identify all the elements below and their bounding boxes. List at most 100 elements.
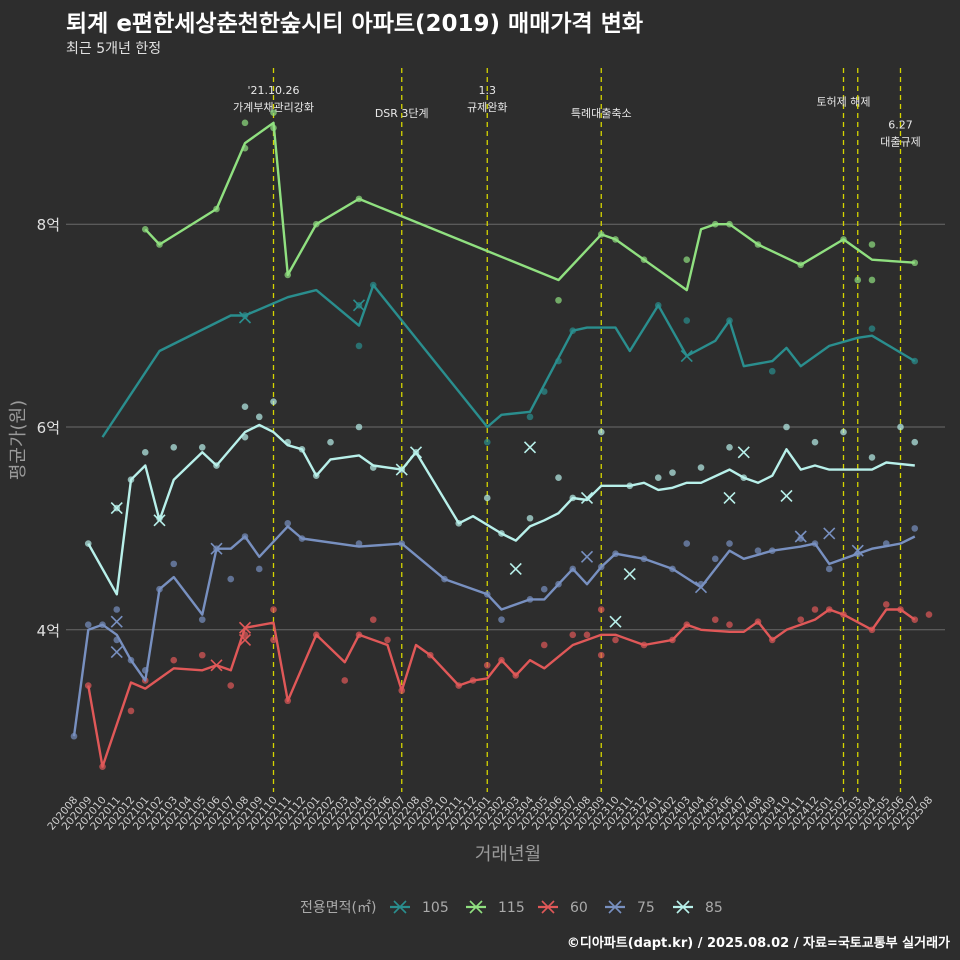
data-point: [726, 621, 733, 629]
cancelled-deal-marker: [737, 446, 750, 459]
cancelled-deal-marker: [794, 530, 807, 543]
data-point: [284, 520, 292, 527]
data-point: [569, 631, 577, 639]
data-point: [327, 438, 334, 446]
event-label: 대출규제: [880, 136, 920, 149]
cancelled-deal-marker: [409, 446, 423, 459]
data-point: [498, 616, 505, 623]
source-caption: ©디아파트(dapt.kr) / 2025.08.02 / 자료=국토교통부 실…: [566, 936, 950, 951]
data-point: [683, 256, 691, 264]
event-label: 토허제 해제: [816, 95, 870, 109]
data-point: [868, 276, 876, 284]
data-point: [540, 585, 548, 593]
data-point: [683, 317, 691, 324]
series-85: [84, 398, 919, 628]
data-point: [683, 540, 691, 547]
data-point: [868, 241, 876, 248]
data-point: [270, 606, 277, 613]
data-point: [526, 514, 534, 522]
data-point: [726, 540, 733, 547]
data-point: [70, 732, 78, 740]
data-point: [84, 621, 92, 629]
series-115: [141, 109, 919, 304]
data-point: [270, 398, 277, 405]
data-point: [882, 601, 890, 608]
data-point: [483, 661, 491, 669]
chart-subtitle: 최근 5개년 한정: [66, 41, 162, 57]
cancelled-deal-marker: [509, 562, 522, 576]
data-point: [241, 403, 249, 411]
data-point: [612, 636, 619, 644]
data-point: [255, 413, 263, 421]
cancelled-deal-marker: [694, 581, 708, 594]
legend-entry-75: 75: [637, 900, 655, 916]
data-point: [697, 464, 705, 471]
data-point: [597, 606, 605, 613]
data-point: [526, 413, 534, 421]
cancelled-deal-marker: [238, 633, 252, 646]
event-label: '21.10.26: [247, 84, 299, 97]
x-axis-label: 거래년월: [475, 844, 541, 865]
cancelled-deal-marker: [110, 615, 123, 628]
legend-entry-115: 115: [498, 900, 525, 916]
event-label: 가계부채관리강화: [233, 101, 314, 114]
data-point: [270, 109, 277, 116]
data-point: [355, 423, 363, 431]
series-line: [87, 423, 915, 596]
cancelled-deal-marker: [110, 502, 123, 515]
data-point: [170, 656, 178, 664]
data-point: [540, 641, 548, 649]
event-layer: '21.10.26 가계부채관리강화 DSR 3단계 1.3 규제완화 특례대출축소 토허제…: [233, 68, 921, 792]
cancelled-deal-marker: [153, 514, 166, 527]
data-point: [170, 443, 178, 451]
series-75: [70, 520, 919, 740]
cancelled-deal-marker: [238, 311, 252, 324]
data-point: [241, 119, 249, 127]
data-point: [555, 474, 562, 481]
data-point: [854, 276, 862, 284]
y-axis-label: 평균가(원): [8, 400, 29, 480]
cancelled-deal-marker: [580, 550, 594, 563]
legend-entry-105: 105: [422, 900, 449, 916]
legend-key-cross: [608, 900, 622, 914]
data-point: [811, 606, 819, 613]
cancelled-deal-marker: [680, 349, 693, 363]
cancelled-deal-marker: [210, 659, 223, 672]
data-point: [797, 535, 805, 542]
cancelled-deal-marker: [238, 621, 252, 634]
data-point: [369, 616, 377, 623]
cancelled-deal-marker: [623, 567, 636, 581]
legend-key-cross: [541, 900, 555, 914]
data-point: [654, 474, 662, 481]
data-point: [868, 325, 876, 332]
data-point: [127, 707, 135, 715]
series-layer: [70, 109, 933, 770]
cancelled-deal-marker: [609, 615, 622, 628]
data-point: [555, 296, 562, 304]
series-line: [101, 283, 916, 438]
data-point: [170, 560, 178, 568]
data-point: [783, 423, 790, 431]
axis-layer: 4억6억8억2020082020092020102020112020122021…: [37, 216, 936, 832]
event-label: 규제완화: [467, 101, 507, 114]
event-label: 1.3: [479, 84, 497, 97]
cancelled-deal-marker: [352, 299, 366, 312]
data-point: [198, 443, 206, 451]
legend-key-cross: [393, 900, 407, 914]
legend-entry-60: 60: [570, 900, 588, 916]
data-point: [797, 616, 805, 623]
cancelled-deal-marker: [823, 527, 836, 540]
data-point: [113, 606, 121, 613]
data-point: [384, 636, 391, 644]
y-tick-label: 8억: [37, 216, 60, 234]
series-line: [144, 121, 915, 292]
data-point: [825, 565, 833, 573]
data-point: [911, 525, 919, 532]
legend: 전용면적(㎡) 105 115 60 75 85: [300, 900, 723, 916]
legend-title: 전용면적(㎡): [300, 900, 376, 916]
data-point: [597, 651, 605, 659]
data-point: [355, 342, 363, 350]
data-point: [868, 454, 876, 461]
data-point: [669, 469, 676, 476]
series-line: [87, 608, 916, 768]
